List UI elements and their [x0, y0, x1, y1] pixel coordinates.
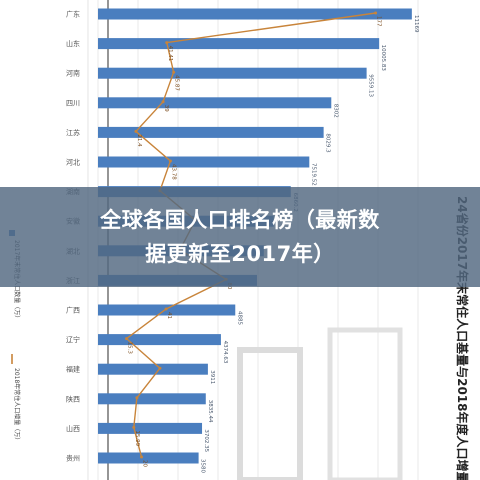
category-label: 山西	[66, 424, 80, 433]
bar	[98, 363, 208, 375]
bar-value-label: 3580	[200, 459, 206, 473]
bar-value-label: 4374.63	[222, 341, 228, 364]
increment-value-label: 41	[166, 312, 172, 319]
increment-value-label: 21.4	[136, 134, 142, 147]
category-label: 河南	[66, 69, 80, 78]
bar	[98, 126, 324, 138]
bar-value-label: 10005.83	[380, 45, 386, 72]
bar	[98, 38, 380, 50]
bar-value-label: 8029.3	[325, 133, 331, 153]
category-label: 广东	[66, 10, 80, 19]
bar	[98, 97, 332, 109]
bar	[98, 422, 203, 434]
increment-point	[168, 159, 172, 163]
increment-point	[125, 337, 129, 341]
bar-value-label: 7519.52	[310, 163, 316, 186]
increment-point	[135, 396, 139, 400]
bar	[98, 393, 206, 405]
watermark-shape	[237, 347, 303, 480]
watermark-shape	[327, 327, 403, 480]
bar-value-label: 3835.44	[207, 400, 213, 423]
bar-value-label: 9559.13	[368, 74, 374, 97]
bar	[98, 334, 221, 346]
category-label: 辽宁	[66, 335, 80, 344]
bar-value-label: 8302	[332, 104, 338, 118]
increment-point	[172, 70, 176, 74]
banner-title-line-2: 据更新至2017年）	[145, 242, 335, 266]
category-label: 山东	[66, 39, 80, 48]
category-label: 福建	[66, 365, 80, 374]
bar	[98, 452, 199, 464]
category-label: 广西	[66, 306, 80, 315]
bar	[98, 8, 412, 20]
increment-value-label: 20	[142, 460, 148, 467]
increment-value-label: 15.99	[134, 430, 140, 446]
increment-value-label: 41.41	[167, 46, 173, 62]
banner-title-line-1: 全球各国人口排名榜（最新数	[100, 208, 380, 232]
bar-value-label: 3911	[209, 370, 215, 384]
bar	[98, 156, 310, 168]
increment-value-label: 39	[163, 105, 169, 112]
category-label: 陕西	[66, 394, 80, 403]
increment-value-label: 45.87	[174, 75, 180, 91]
bar-value-label: 11169	[413, 15, 419, 33]
legend-label: 2018年常住人口增量（万）	[13, 368, 21, 443]
bar-value-label: 3702.35	[203, 429, 209, 452]
category-label: 江苏	[66, 128, 80, 137]
increment-point	[164, 307, 168, 311]
bar	[98, 67, 367, 79]
increment-value-label: 177	[376, 16, 382, 27]
increment-point	[161, 100, 165, 104]
title-banner: 全球各国人口排名榜（最新数 据更新至2017年）	[0, 187, 480, 287]
increment-point	[158, 366, 162, 370]
category-label: 贵州	[66, 454, 80, 463]
increment-value-label: 43.78	[170, 164, 176, 180]
category-label: 四川	[66, 99, 80, 107]
increment-value-label: 15.3	[127, 342, 133, 355]
category-label: 河北	[66, 159, 80, 167]
increment-point	[132, 425, 136, 429]
bar-value-label: 4885	[236, 311, 242, 325]
increment-point	[165, 41, 169, 45]
increment-point	[140, 455, 143, 459]
increment-point	[134, 129, 138, 133]
increment-point	[374, 11, 378, 15]
